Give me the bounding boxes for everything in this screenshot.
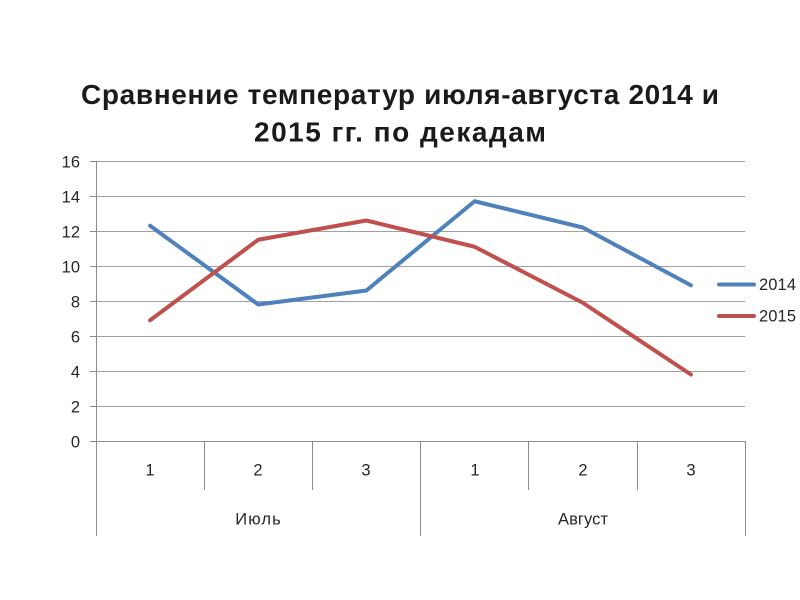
svg-text:2014: 2014 [759,276,796,294]
svg-text:3: 3 [686,462,695,480]
svg-text:1: 1 [470,462,479,480]
svg-text:16: 16 [62,153,80,171]
svg-text:4: 4 [71,363,80,381]
svg-text:2: 2 [253,462,262,480]
svg-text:2015: 2015 [759,308,796,326]
svg-text:2: 2 [578,462,587,480]
svg-text:1: 1 [145,462,154,480]
svg-text:0: 0 [71,433,80,451]
svg-text:Август: Август [558,511,608,529]
svg-text:10: 10 [62,258,80,276]
svg-text:3: 3 [361,462,370,480]
svg-text:Сравнение температур июля-авгу: Сравнение температур июля-августа 2014 и [81,79,719,110]
svg-text:Июль: Июль [235,511,281,529]
svg-text:2: 2 [71,398,80,416]
svg-text:8: 8 [71,293,80,311]
svg-text:14: 14 [62,188,80,206]
svg-text:2015 гг. по декадам: 2015 гг. по декадам [254,117,546,148]
svg-text:6: 6 [71,328,80,346]
svg-text:12: 12 [62,223,80,241]
